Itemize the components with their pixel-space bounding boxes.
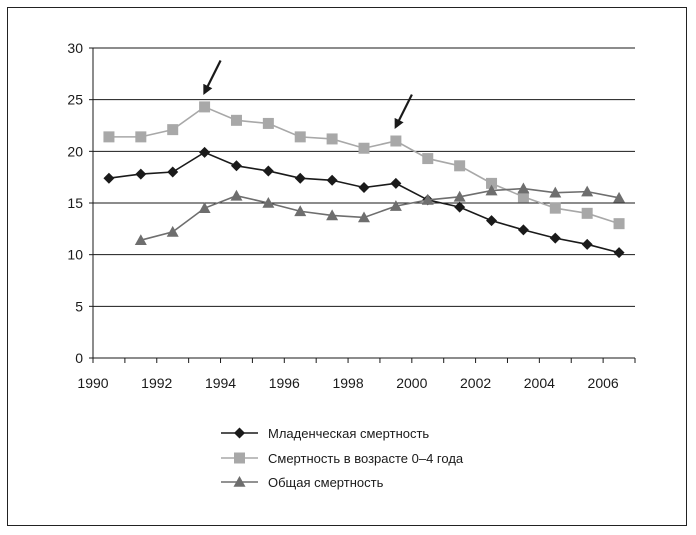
data-point [358,211,370,223]
legend-label: Смертность в возрасте 0–4 года [268,451,464,466]
legend-item: Младенческая смертность [221,426,429,441]
series-line [140,187,620,241]
y-tick-label: 30 [67,40,83,56]
data-point [103,172,115,184]
legend-marker [234,427,245,439]
data-point [613,218,625,230]
data-point [421,193,434,205]
data-point [549,202,561,214]
x-tick-label: 2002 [460,375,491,391]
data-point [230,114,242,126]
data-point [262,197,275,208]
x-tick-label: 1996 [269,375,300,391]
x-tick-label: 1998 [332,375,363,391]
legend-item: Общая смертность [221,475,384,490]
data-point [326,133,338,145]
data-point [549,186,562,198]
data-point [358,142,370,154]
data-point [262,165,274,177]
data-point [199,146,211,158]
data-point [485,184,498,196]
x-tick-label: 1994 [205,375,236,391]
x-tick-label: 1992 [141,375,172,391]
y-tick-label: 15 [67,195,83,211]
y-tick-label: 0 [75,350,83,366]
x-tick-label: 1990 [77,375,108,391]
legend: Младенческая смертность Смертность в возр… [221,426,464,490]
data-point [294,131,306,143]
data-point [581,238,593,250]
data-point [230,189,243,201]
y-tick-label: 20 [67,143,83,159]
y-tick-label: 25 [67,92,83,108]
data-point [390,177,402,189]
data-point [422,153,434,165]
legend-item: Смертность в возрасте 0–4 года [221,451,464,466]
data-point [134,234,147,245]
data-point [166,225,179,237]
data-point [390,135,402,147]
data-point [613,191,626,203]
legend-label: Общая смертность [268,475,384,490]
x-tick-label: 2004 [524,375,555,391]
data-point [486,177,498,189]
data-point [517,224,529,236]
axes: 0 5 10 15 20 25 30 1990 1992 1994 1996 1998 2000 2002… [67,40,636,391]
legend-marker [234,452,245,464]
series-3 [134,182,626,245]
data-point [167,124,179,136]
data-point [135,168,147,180]
data-point [517,191,529,203]
data-point [454,160,466,172]
data-point [135,131,147,143]
data-point [294,172,306,184]
data-point [581,185,594,197]
data-point [549,232,561,244]
data-point [326,174,338,186]
series-line [108,105,620,225]
annotation-arrow [203,59,222,95]
data-point [326,209,339,221]
y-tick-label: 5 [75,298,83,314]
data-point [262,117,274,129]
series-line [108,151,620,254]
data-point [198,202,211,213]
data-point [389,200,402,211]
legend-marker [233,476,246,487]
data-point [453,190,466,202]
data-point [613,247,625,259]
grid [93,47,635,307]
x-tick-label: 2000 [396,375,427,391]
data-point [103,131,115,143]
data-point [199,101,211,113]
data-point [454,201,466,213]
data-point [517,182,530,194]
legend-label: Младенческая смертность [268,426,429,441]
series-2 [103,101,625,230]
chart-frame [7,7,687,526]
x-tick-label: 2006 [588,375,619,391]
data-point [167,166,179,178]
data-point [294,205,307,217]
series-1 [103,146,625,259]
data-point [230,160,242,172]
data-point [486,215,498,227]
series-layer [103,101,626,259]
data-point [581,207,593,219]
y-tick-label: 10 [67,247,83,263]
data-point [358,182,370,193]
annotation-arrow [394,94,413,130]
annotation-layer [203,59,413,130]
